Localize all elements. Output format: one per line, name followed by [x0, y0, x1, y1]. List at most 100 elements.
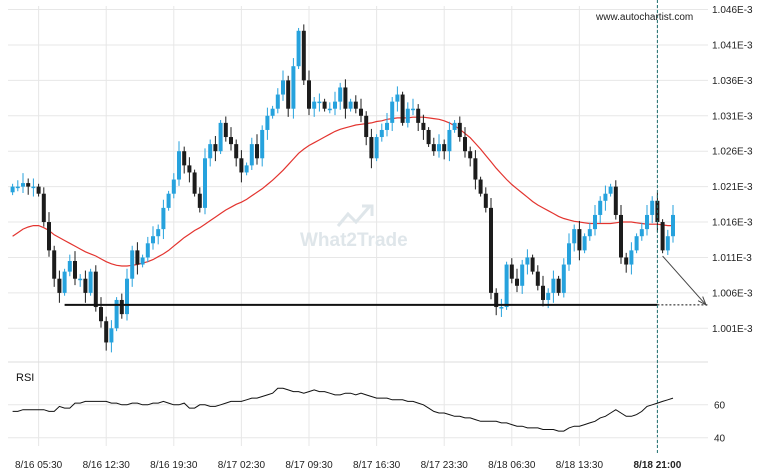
time-tick-label: 8/16 05:30	[15, 460, 63, 471]
candle-body	[650, 200, 655, 215]
candle-up	[171, 173, 176, 199]
candle-body	[619, 214, 623, 258]
candle-up	[405, 102, 410, 128]
candle-body	[203, 158, 207, 208]
candle-body	[624, 257, 629, 265]
candle-body	[634, 236, 639, 251]
rsi-panel: 60 40	[8, 387, 726, 444]
time-tick-label: 8/18 06:30	[488, 460, 536, 471]
candle-down	[83, 270, 88, 303]
candle-up	[665, 229, 670, 255]
candle-up	[151, 226, 155, 250]
time-tick-label: 8/17 23:30	[421, 460, 469, 471]
grid	[8, 6, 708, 446]
candle-up	[333, 91, 337, 116]
candle-down	[535, 265, 540, 291]
candle-down	[463, 127, 467, 158]
time-x-axis: 8/16 05:30 8/16 12:30 8/16 19:30 8/17 02:30…	[15, 460, 682, 471]
candle-body	[265, 115, 270, 130]
candle-body	[109, 328, 114, 343]
candle-up	[145, 236, 150, 263]
candle-up	[650, 196, 655, 224]
time-tick-label: 8/16 12:30	[83, 460, 131, 471]
candle-up	[437, 134, 441, 158]
candle-down	[99, 297, 103, 328]
candle-body	[161, 207, 166, 230]
candle-up	[447, 121, 452, 162]
candle-body	[442, 144, 447, 152]
candle-body	[270, 108, 275, 116]
candle-body	[348, 101, 353, 109]
candle-up	[166, 190, 171, 211]
candle-body	[639, 229, 644, 237]
candle-up	[395, 86, 400, 112]
candle-body	[213, 144, 218, 152]
candle-body	[499, 307, 504, 309]
candle-body	[577, 229, 582, 251]
candle-body	[291, 66, 296, 109]
candle-up	[31, 178, 36, 197]
candle-body	[151, 236, 155, 244]
candle-body	[47, 222, 51, 251]
candle-body	[229, 137, 233, 145]
candle-body	[405, 108, 410, 123]
candle-down	[426, 127, 431, 147]
candle-body	[608, 186, 613, 194]
candle-up	[260, 125, 265, 167]
candle-body	[301, 30, 306, 81]
watermark-arrow-icon	[336, 204, 374, 227]
candle-body	[192, 172, 197, 194]
candle-up	[327, 102, 332, 114]
candle-down	[624, 252, 629, 273]
candle-up	[125, 268, 129, 321]
candle-body	[73, 261, 77, 279]
candle-body	[338, 87, 343, 102]
candle-body	[333, 101, 337, 109]
candle-body	[400, 94, 405, 123]
candle-down	[47, 212, 51, 257]
candle-body	[489, 207, 493, 293]
source-label: www.autochartist.com	[595, 12, 693, 23]
candle-down	[421, 114, 426, 140]
candle-body	[546, 292, 551, 300]
candle-down	[36, 183, 41, 197]
candle-body	[504, 264, 509, 308]
candle-body	[556, 278, 561, 293]
candle-body	[587, 229, 592, 237]
candle-body	[244, 165, 249, 173]
candle-body	[671, 214, 675, 237]
candle-body	[572, 229, 577, 244]
candle-body	[509, 264, 514, 279]
candle-body	[26, 183, 31, 187]
candle-down	[359, 98, 363, 123]
candle-up	[385, 112, 389, 137]
candle-body	[135, 250, 140, 265]
candle-up	[275, 88, 280, 114]
candle-down	[442, 139, 447, 160]
projection-arrowhead-icon	[697, 296, 707, 307]
candle-up	[499, 298, 504, 317]
rsi-title: RSI	[16, 372, 34, 384]
rsi-tick-label: 60	[714, 400, 726, 411]
candle-up	[379, 123, 384, 142]
candle-body	[582, 236, 587, 251]
candle-body	[15, 186, 20, 189]
candle-down	[322, 98, 327, 112]
candle-body	[166, 193, 171, 208]
candle-body	[104, 321, 109, 343]
price-tick-label: 1.031E-3	[712, 111, 753, 122]
candle-down	[416, 104, 421, 132]
candle-body	[421, 122, 426, 130]
candle-down	[530, 254, 535, 275]
candle-down	[556, 275, 561, 296]
candle-body	[426, 129, 431, 145]
candle-down	[577, 220, 582, 261]
candles	[10, 24, 675, 353]
candle-up	[140, 254, 145, 268]
candle-down	[400, 91, 405, 126]
candle-body	[286, 80, 291, 109]
candle-body	[593, 214, 597, 230]
candle-body	[535, 271, 540, 286]
candle-body	[411, 108, 415, 111]
